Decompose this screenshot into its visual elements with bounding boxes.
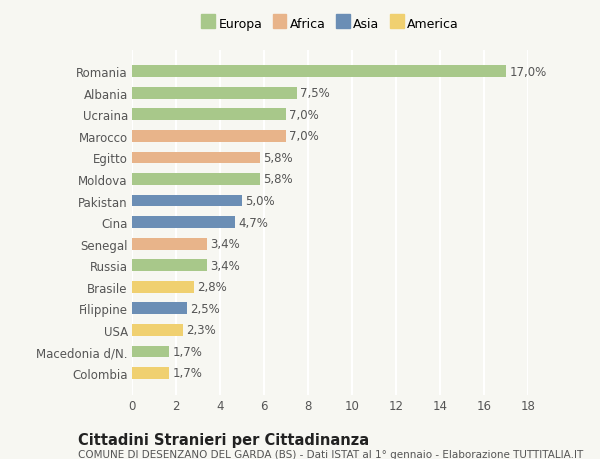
Bar [132,174,260,185]
Text: 5,0%: 5,0% [245,195,275,207]
Text: Cittadini Stranieri per Cittadinanza: Cittadini Stranieri per Cittadinanza [78,432,369,448]
Bar [132,152,260,164]
Text: 1,7%: 1,7% [173,367,203,380]
Text: 7,5%: 7,5% [301,87,330,100]
Bar [132,346,169,358]
Text: 5,8%: 5,8% [263,173,293,186]
Text: 5,8%: 5,8% [263,151,293,165]
Text: 2,5%: 2,5% [190,302,220,315]
Bar [132,131,286,142]
Text: 2,8%: 2,8% [197,280,227,294]
Bar [132,367,169,379]
Bar [132,260,207,272]
Bar [132,109,286,121]
Bar [132,88,297,100]
Bar [132,66,506,78]
Text: 4,7%: 4,7% [239,216,269,229]
Bar [132,303,187,314]
Bar [132,281,194,293]
Text: 3,4%: 3,4% [210,238,240,251]
Bar [132,195,242,207]
Text: 3,4%: 3,4% [210,259,240,272]
Text: 7,0%: 7,0% [289,130,319,143]
Text: 7,0%: 7,0% [289,109,319,122]
Text: 17,0%: 17,0% [509,66,547,78]
Text: 2,3%: 2,3% [186,324,215,336]
Bar [132,324,182,336]
Bar [132,217,235,229]
Text: COMUNE DI DESENZANO DEL GARDA (BS) - Dati ISTAT al 1° gennaio - Elaborazione TUT: COMUNE DI DESENZANO DEL GARDA (BS) - Dat… [78,449,583,459]
Text: 1,7%: 1,7% [173,345,203,358]
Legend: Europa, Africa, Asia, America: Europa, Africa, Asia, America [199,16,461,34]
Bar [132,238,207,250]
